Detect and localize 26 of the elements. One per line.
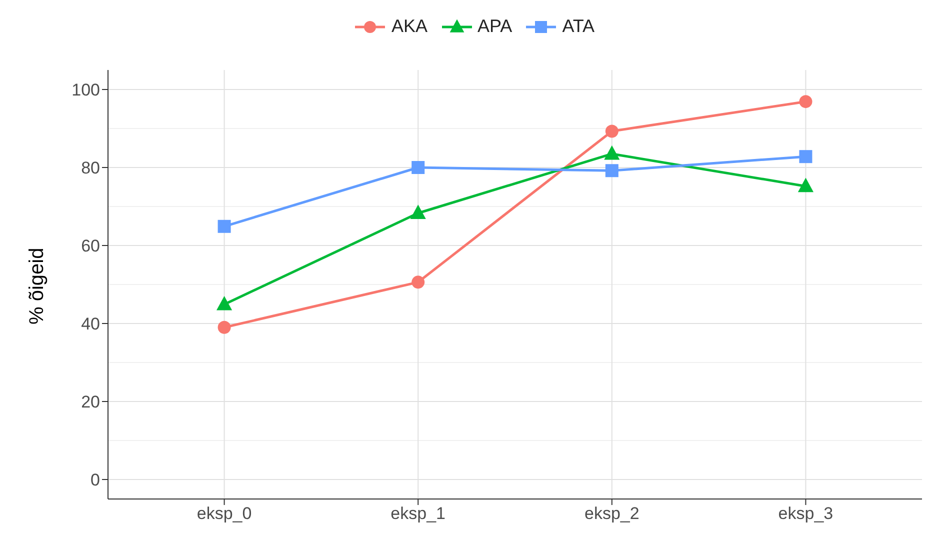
y-tick-label: 0 [90, 470, 100, 490]
x-tick-label: eksp_0 [196, 504, 252, 524]
point [798, 178, 814, 192]
y-tick-label: 20 [81, 392, 100, 412]
point [605, 164, 618, 178]
point [799, 150, 812, 164]
point [216, 296, 232, 310]
x-tick-label: eksp_3 [778, 504, 834, 524]
point [604, 145, 620, 160]
point [218, 220, 231, 233]
point [605, 124, 618, 138]
x-tick-label: eksp_1 [390, 504, 446, 524]
y-axis-title: % õigeid [26, 248, 48, 324]
y-tick-label: 80 [81, 158, 100, 178]
legend-label: ATA [561, 16, 595, 37]
y-tick-label: 100 [72, 80, 100, 100]
point [799, 95, 812, 108]
point [412, 161, 425, 174]
y-tick-label: 40 [81, 314, 100, 334]
y-tick-label: 60 [81, 236, 100, 256]
point [410, 204, 426, 219]
x-tick-label: eksp_2 [584, 504, 640, 524]
point [218, 320, 231, 334]
legend-label: AKA [390, 16, 428, 37]
legend-label: APA [476, 16, 512, 37]
point [412, 276, 425, 289]
